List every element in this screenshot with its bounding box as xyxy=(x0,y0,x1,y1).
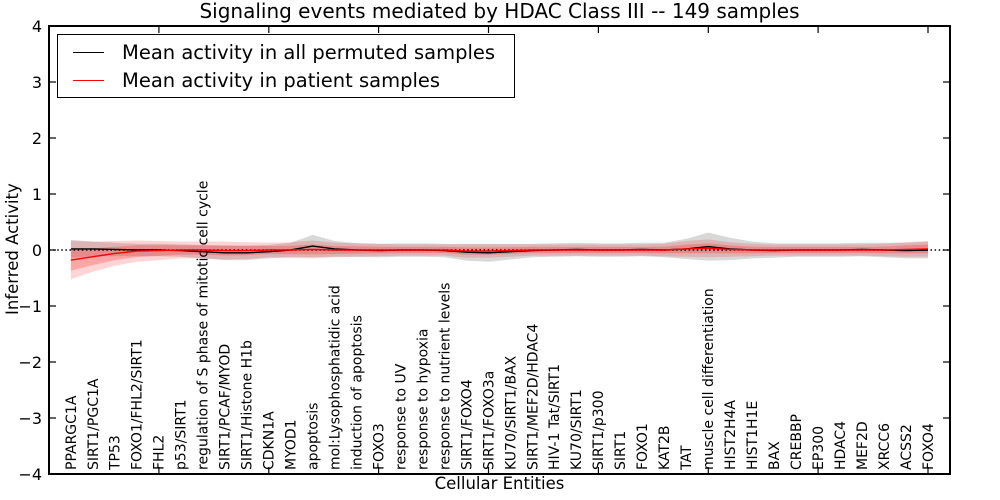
legend-line-sample-black xyxy=(73,51,104,53)
y-tick-label: −1 xyxy=(18,297,42,316)
chart-title: Signaling events mediated by HDAC Class … xyxy=(199,0,800,23)
y-tick-label: 3 xyxy=(32,73,42,92)
x-tick-label: SIRT1/FOXO4 xyxy=(459,379,475,470)
y-tick-label: 0 xyxy=(32,241,42,260)
x-tick-label: FOXO1/FHL2/SIRT1 xyxy=(130,339,146,470)
x-tick-label: EP300 xyxy=(811,426,827,470)
x-tick-label: SIRT1/Histone H1b xyxy=(240,340,256,470)
y-tick-label: 4 xyxy=(32,17,42,36)
x-tick-label: SIRT1/FOXO3a xyxy=(481,371,497,470)
x-tick-label: muscle cell differentiation xyxy=(701,288,717,470)
x-tick-label: SIRT1/PCAF/MYOD xyxy=(218,344,234,470)
x-tick-label: CREBBP xyxy=(789,414,805,470)
legend-item-permuted: Mean activity in all permuted samples xyxy=(73,38,514,66)
y-tick-label: −2 xyxy=(18,353,42,372)
x-tick-label: HIST2H4A xyxy=(723,400,739,470)
x-tick-label: SIRT1/PGC1A xyxy=(86,378,102,470)
x-tick-label: XRCC6 xyxy=(877,423,893,470)
y-tick-label: 1 xyxy=(32,185,42,204)
legend: Mean activity in all permuted samples Me… xyxy=(57,34,515,98)
x-tick-label: HDAC4 xyxy=(833,421,849,470)
x-tick-label: HIST1H1E xyxy=(745,401,761,470)
x-tick-label: KU70/SIRT1 xyxy=(569,389,585,470)
y-tick-label: −4 xyxy=(18,465,42,484)
legend-item-patient: Mean activity in patient samples xyxy=(73,66,514,94)
x-tick-label: HIV-1 Tat/SIRT1 xyxy=(547,364,563,470)
axes-frame xyxy=(48,25,951,475)
legend-label-permuted: Mean activity in all permuted samples xyxy=(122,40,496,64)
x-tick-label: CDKN1A xyxy=(262,411,278,470)
x-tick-label: FHL2 xyxy=(152,435,168,470)
y-tick-label: −3 xyxy=(18,409,42,428)
legend-label-patient: Mean activity in patient samples xyxy=(122,68,441,92)
x-tick-label: response to hypoxia xyxy=(415,329,431,470)
x-tick-label: FOXO4 xyxy=(921,423,937,470)
x-tick-label: TAT xyxy=(679,445,695,471)
patient-line xyxy=(70,247,929,261)
x-tick-label: MYOD1 xyxy=(283,419,299,470)
x-tick-label: FOXO1 xyxy=(635,423,651,470)
x-tick-label: apoptosis xyxy=(305,403,321,470)
y-tick-label: 2 xyxy=(32,129,42,148)
x-tick-label: PPARGC1A xyxy=(64,395,80,470)
x-tick-label: response to UV xyxy=(393,363,409,470)
legend-line-sample-red xyxy=(73,79,104,81)
x-tick-label: SIRT1 xyxy=(613,431,629,470)
x-tick-label: ACSS2 xyxy=(899,424,915,470)
x-tick-label: TP53 xyxy=(108,435,124,471)
x-tick-label: FOXO3 xyxy=(371,423,387,470)
x-tick-label: KAT2B xyxy=(657,426,673,471)
x-tick-label: SIRT1/p300 xyxy=(591,390,607,470)
x-axis-label: Cellular Entities xyxy=(434,474,565,493)
x-tick-label: BAX xyxy=(767,441,783,470)
x-tick-label: p53/SIRT1 xyxy=(174,399,190,470)
x-tick-label: SIRT1/MEF2D/HDAC4 xyxy=(525,324,541,470)
permuted-band xyxy=(71,232,928,262)
x-tick-label: mol:Lysophosphatidic acid xyxy=(327,285,343,470)
x-tick-label: MEF2D xyxy=(855,421,871,470)
x-tick-label: regulation of S phase of mitotic cell cy… xyxy=(196,181,212,470)
x-tick-label: induction of apoptosis xyxy=(349,315,365,470)
x-tick-label: KU70/SIRT1/BAX xyxy=(503,355,519,470)
x-tick-label: response to nutrient levels xyxy=(437,283,453,470)
